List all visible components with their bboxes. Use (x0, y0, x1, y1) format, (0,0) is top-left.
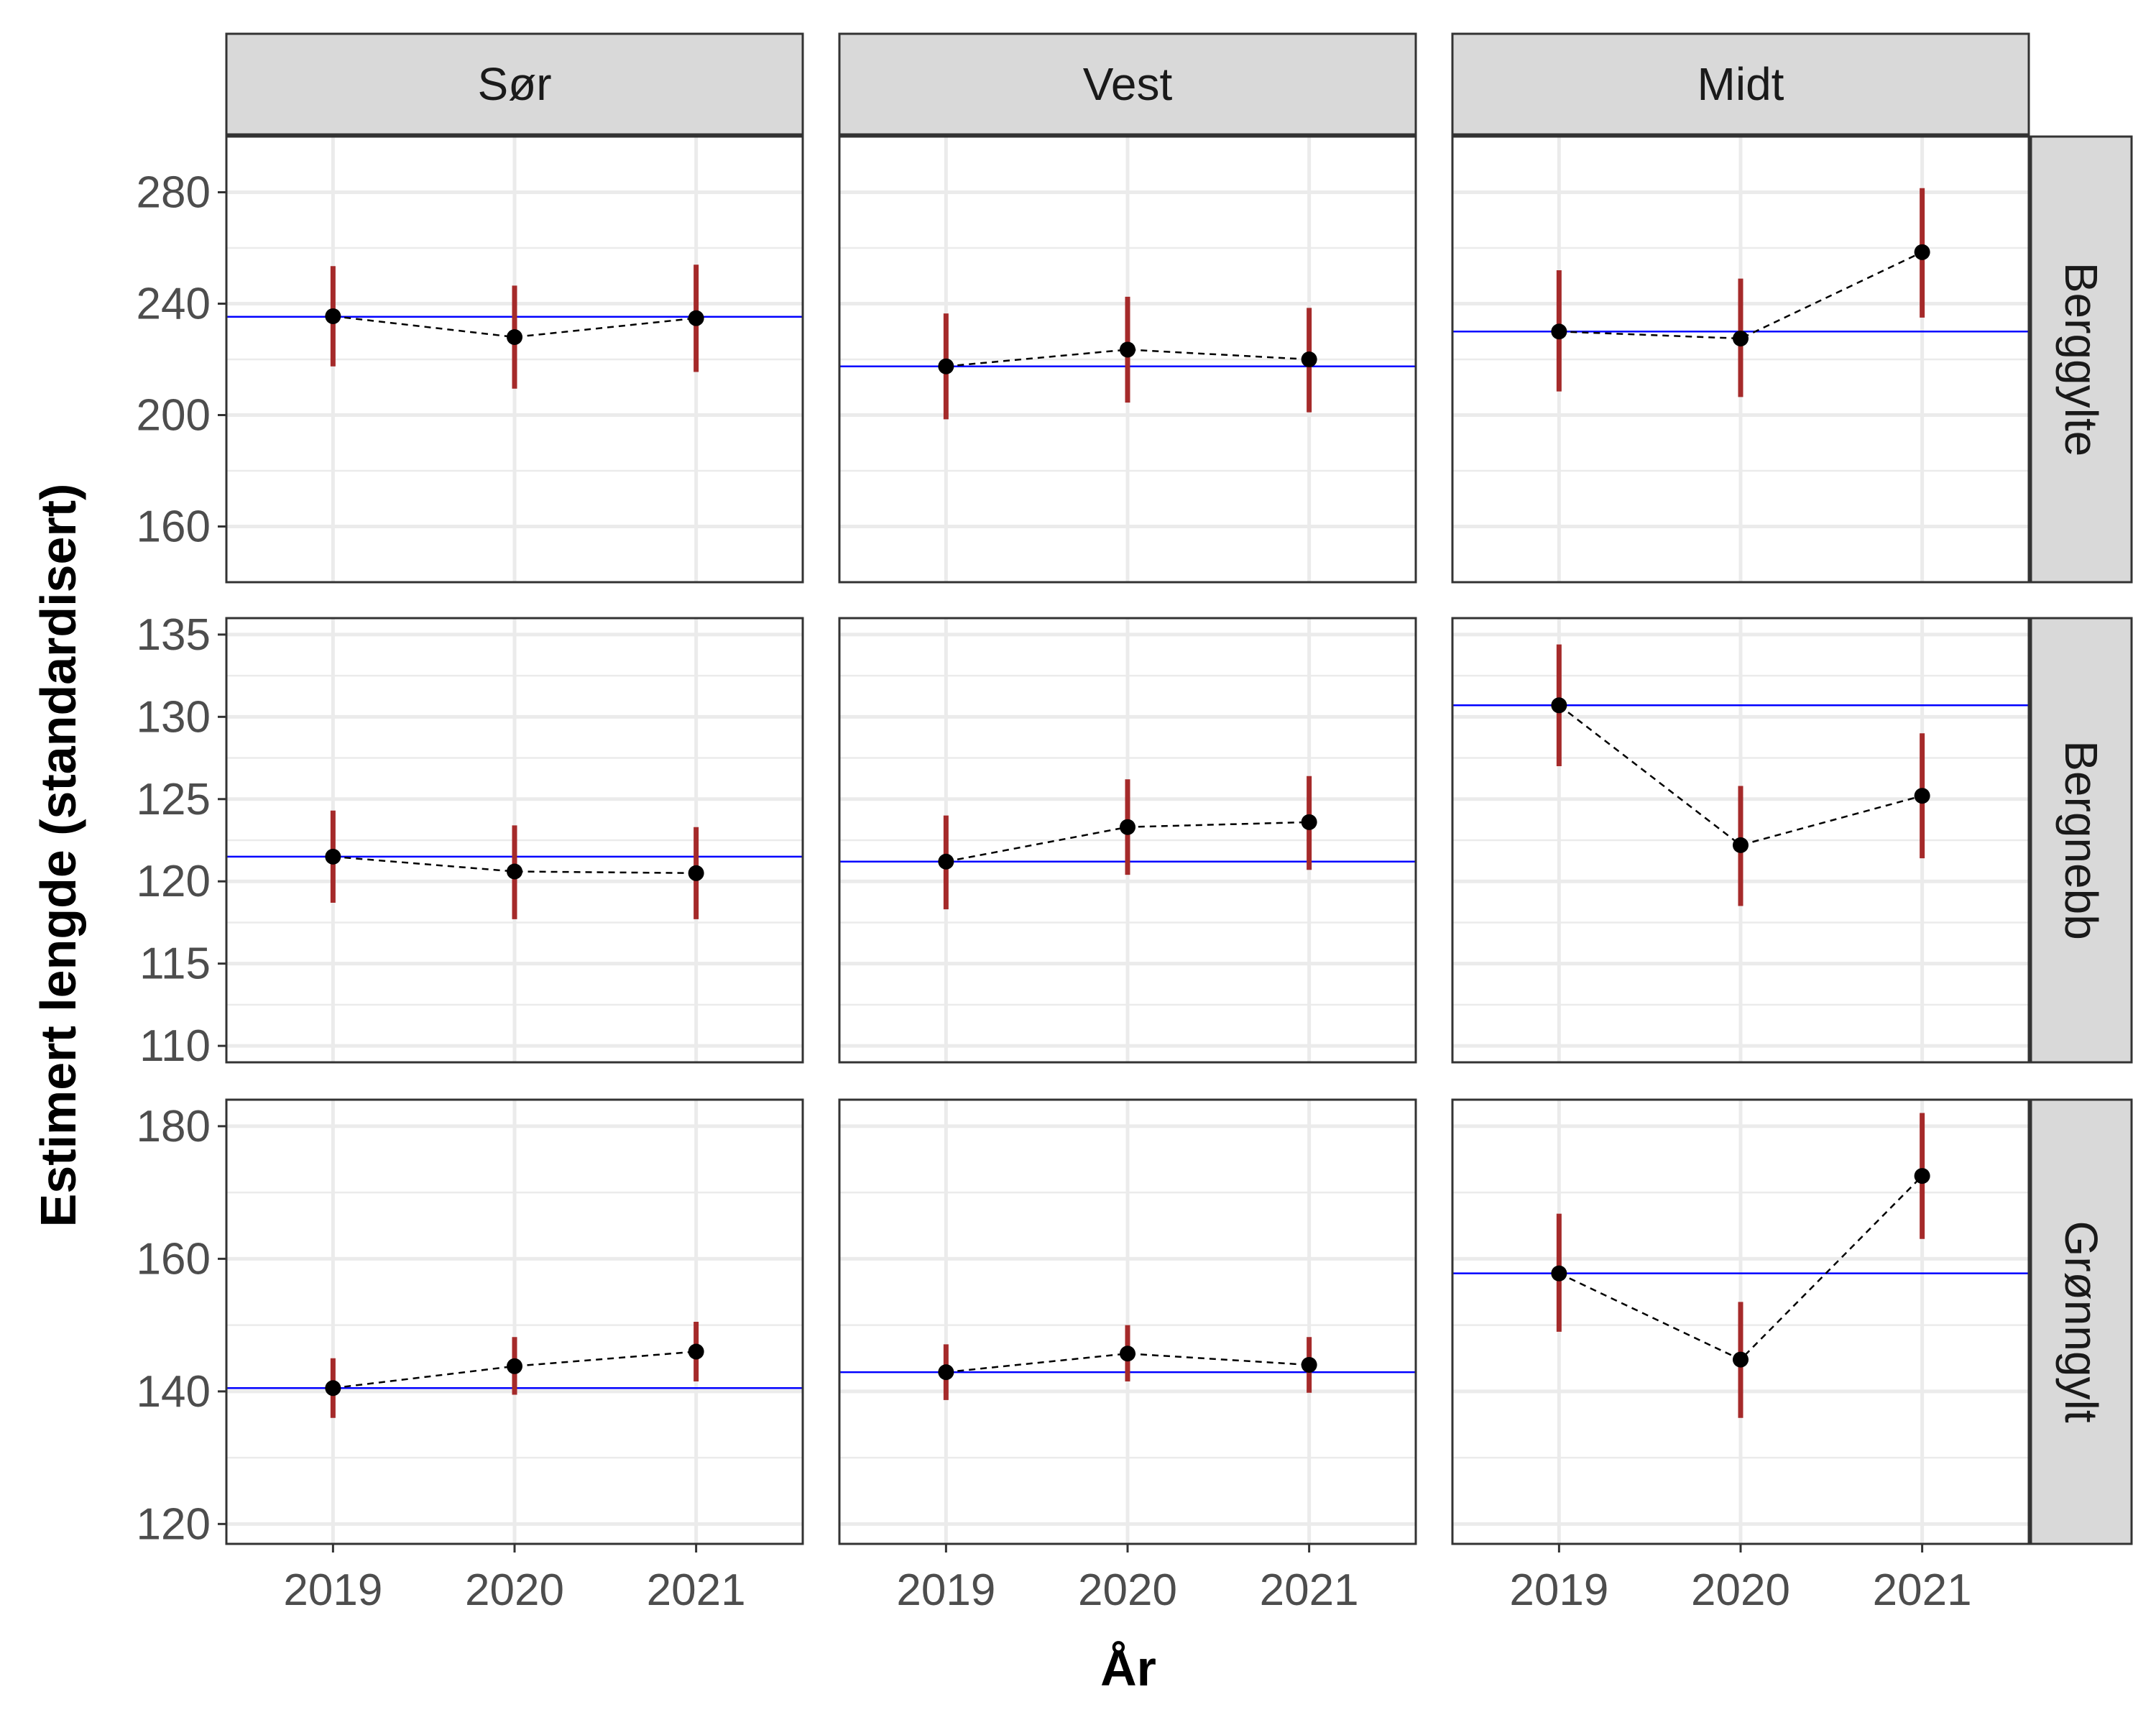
y-tick-label: 135 (137, 610, 211, 660)
y-tick-label: 110 (139, 1021, 211, 1071)
row-strip (2030, 135, 2133, 584)
column-strip-label: Vest (1083, 58, 1173, 110)
series-connector-line (946, 1353, 1309, 1374)
y-tick-label: 120 (137, 1499, 211, 1549)
x-tick-label: 2019 (283, 1565, 382, 1615)
column-strip (225, 32, 804, 136)
row-strip-label: Grønngylt (2055, 1221, 2107, 1423)
y-tick-label: 125 (137, 775, 211, 824)
panel-Bergnebb-Vest (838, 617, 1417, 1064)
panel-border (1451, 617, 2030, 1064)
data-point (325, 848, 341, 865)
y-tick-label: 180 (137, 1102, 211, 1151)
panel-Berggylte-Vest (838, 135, 1417, 584)
y-tick-label: 200 (137, 391, 211, 441)
data-point (1120, 341, 1135, 358)
series-connector-line (333, 315, 696, 339)
column-strip-label: Sør (477, 58, 551, 110)
panel-border (838, 617, 1417, 1064)
column-strip-label: Midt (1697, 58, 1784, 110)
row-strip (2030, 617, 2133, 1064)
data-point (1120, 1346, 1135, 1362)
panel-border (838, 135, 1417, 584)
panel-Berggylte-Midt (1451, 135, 2030, 584)
data-point (1120, 819, 1135, 835)
row-strip-label: Bergnebb (2055, 740, 2107, 940)
data-point (1733, 1351, 1749, 1368)
y-tick-label: 130 (137, 692, 211, 742)
data-point (325, 308, 341, 324)
y-tick-label: 160 (137, 1234, 211, 1284)
data-point (1914, 788, 1930, 804)
panel-Grønngylt-Vest (838, 1098, 1417, 1545)
data-point (1301, 351, 1317, 367)
row-strip-label: Berggylte (2055, 262, 2107, 456)
x-tick-label: 2021 (647, 1565, 746, 1615)
x-tick-label: 2019 (1509, 1565, 1608, 1615)
y-tick-label: 160 (137, 502, 211, 552)
data-point (1914, 244, 1930, 260)
data-point (1733, 837, 1749, 853)
data-point (1301, 814, 1317, 830)
y-axis-title: Estimert lengde (standardisert) (30, 484, 86, 1228)
y-tick-label: 240 (137, 280, 211, 329)
data-point (1914, 1168, 1930, 1184)
series-connector-line (1559, 251, 1923, 340)
panel-border (225, 617, 804, 1064)
panel-border (225, 135, 804, 584)
data-point (1551, 697, 1567, 714)
x-tick-label: 2020 (465, 1565, 564, 1615)
y-tick-label: 120 (137, 857, 211, 906)
data-point (1551, 1265, 1567, 1282)
data-point (938, 1364, 954, 1381)
series-connector-line (333, 855, 696, 875)
column-strip (1451, 32, 2030, 136)
series-connector-line (946, 349, 1309, 367)
data-point (688, 865, 704, 881)
row-strip (2030, 1098, 2133, 1545)
x-tick-label: 2021 (1260, 1565, 1359, 1615)
data-point (938, 853, 954, 870)
panel-Grønngylt-Sør (225, 1098, 804, 1545)
panel-Grønngylt-Midt (1451, 1098, 2030, 1545)
x-tick-label: 2019 (896, 1565, 995, 1615)
data-point (507, 863, 522, 880)
data-point (688, 1343, 704, 1360)
data-point (1733, 330, 1749, 346)
x-tick-label: 2021 (1873, 1565, 1972, 1615)
data-point (325, 1380, 341, 1397)
x-tick-label: 2020 (1691, 1565, 1790, 1615)
data-point (507, 329, 522, 345)
panels: Sør Vest Midt Berggylte 160 200 240 280 Bergnebb… (137, 32, 2133, 1615)
panel-Berggylte-Sør (225, 135, 804, 584)
data-point (1301, 1356, 1317, 1373)
panel-Bergnebb-Midt (1451, 617, 2030, 1064)
y-tick-label: 280 (137, 168, 211, 218)
x-axis-title: År (1100, 1640, 1156, 1696)
data-point (938, 358, 954, 374)
data-point (688, 310, 704, 326)
data-point (1551, 323, 1567, 340)
data-point (507, 1358, 522, 1374)
y-tick-label: 115 (139, 939, 211, 989)
y-tick-label: 140 (137, 1367, 211, 1417)
x-tick-label: 2020 (1078, 1565, 1177, 1615)
series-connector-line (333, 1351, 696, 1389)
panel-border (1451, 135, 2030, 584)
column-strip (838, 32, 1417, 136)
panel-Bergnebb-Sør (225, 617, 804, 1064)
